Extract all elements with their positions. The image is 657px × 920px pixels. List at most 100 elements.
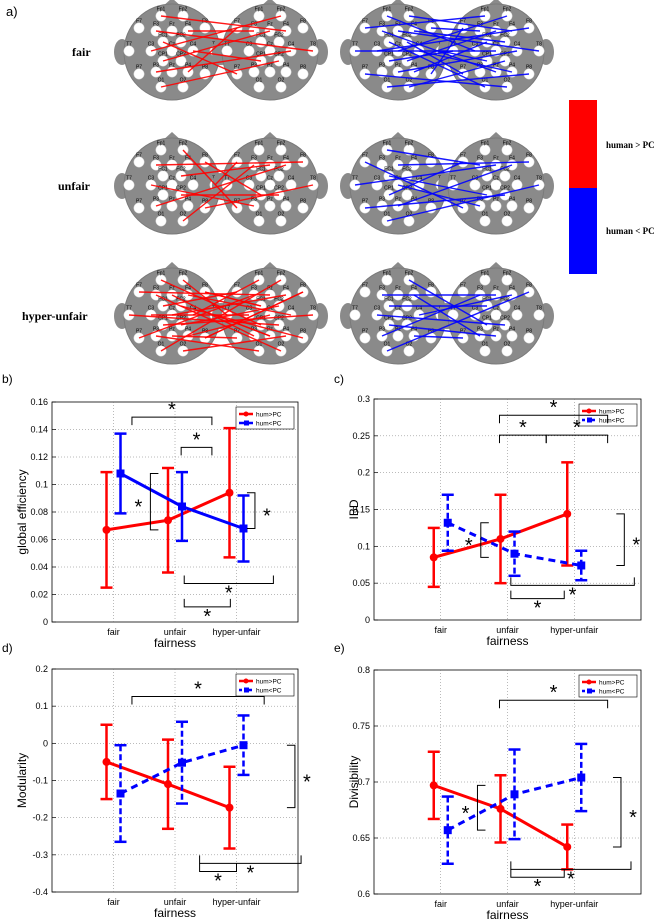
- y-axis-label: Divisibility: [347, 756, 361, 809]
- electrode-label: CP1: [256, 186, 266, 192]
- electrode-dot: [166, 179, 178, 191]
- electrode-label: Pz: [169, 327, 175, 333]
- connection-line: [187, 314, 271, 337]
- x-axis-label: fairness: [154, 906, 196, 920]
- legend-marker: [586, 408, 592, 414]
- series-line-1: [119, 743, 244, 795]
- x-tick-label: fair: [434, 625, 447, 635]
- electrode-label: T7: [224, 306, 230, 312]
- data-point: [443, 826, 452, 835]
- electrode-label: P8: [202, 199, 208, 205]
- electrode-label: F8: [202, 283, 208, 289]
- electrode-label: F4: [185, 156, 191, 162]
- electrode-label: FC2: [500, 167, 510, 173]
- connection-lines: [376, 279, 530, 352]
- y-tick-label: -0.4: [32, 887, 48, 897]
- electrode-label: FC1: [158, 33, 168, 39]
- significance-star: *: [214, 871, 222, 893]
- electrode-label: FC1: [384, 33, 394, 39]
- data-point: [102, 525, 111, 534]
- electrode-dot: [479, 345, 491, 357]
- electrode-dot: [392, 330, 404, 342]
- electrode-dot: [133, 22, 145, 34]
- y-tick-label: 0.1: [357, 541, 370, 551]
- significance-bracket: *: [510, 577, 635, 606]
- electrode-label: Pz: [493, 197, 499, 203]
- electrode-label: O2: [278, 342, 285, 348]
- electrode-dot: [359, 286, 371, 298]
- electrode-dot: [501, 345, 513, 357]
- electrode-label: CP2: [500, 52, 510, 58]
- electrode-label: F3: [477, 286, 483, 292]
- significance-star: *: [203, 606, 211, 628]
- y-tick-label: 0.65: [352, 833, 370, 843]
- electrode-label: F7: [234, 19, 240, 25]
- significance-bracket: *: [612, 777, 637, 848]
- legend-entry: hum<PC: [256, 688, 282, 695]
- panel-label: d): [2, 641, 13, 655]
- connection-line: [386, 149, 481, 166]
- electrode-label: Fz: [267, 22, 273, 28]
- electrode-label: CP1: [384, 316, 394, 322]
- electrode-label: C4: [514, 176, 521, 182]
- electrode-label: F7: [136, 19, 142, 25]
- significance-star: *: [303, 771, 311, 793]
- electrode-label: CP2: [274, 186, 284, 192]
- significance-star: *: [135, 497, 143, 519]
- electrode-label: F3: [379, 286, 385, 292]
- electrode-label: C3: [246, 176, 253, 182]
- y-tick-label: 0.2: [35, 664, 48, 674]
- connection-line: [354, 164, 497, 186]
- electrode-label: FC2: [176, 167, 186, 173]
- electrode-label: CP1: [158, 316, 168, 322]
- electrode-label: C4: [190, 42, 197, 48]
- significance-bracket: *: [199, 855, 302, 884]
- electrode-dot: [501, 215, 513, 227]
- connection-line: [214, 161, 238, 186]
- y-tick-label: -0.2: [32, 813, 48, 823]
- electrode-label: T8: [310, 306, 316, 312]
- electrode-label: FC2: [402, 33, 412, 39]
- electrode-label: P3: [251, 63, 257, 69]
- electrode-label: Fp1: [481, 271, 490, 277]
- panel-a-topomaps: a) fair unfair hyper-unfair Fp1 Fp2 F7 F3 Fz F4…: [6, 0, 655, 365]
- electrode-label: F3: [251, 156, 257, 162]
- significance-bracket: *: [131, 399, 213, 426]
- electrode-dot: [133, 156, 145, 168]
- data-point: [164, 780, 172, 789]
- electrode-label: P4: [509, 63, 515, 69]
- connection-line: [413, 335, 464, 339]
- significance-bracket: *: [498, 397, 609, 424]
- electrode-dot: [297, 202, 309, 214]
- significance-star: *: [573, 417, 581, 439]
- significance-star: *: [550, 682, 558, 704]
- electrode-label: Fp1: [481, 141, 490, 147]
- row-label-hyper-unfair: hyper-unfair: [22, 309, 88, 323]
- electrode-label: F4: [411, 156, 417, 162]
- electrode-label: O2: [180, 212, 187, 218]
- electrode-label: C4: [288, 306, 295, 312]
- connection-line: [381, 30, 497, 73]
- electrode-label: Fp2: [503, 141, 512, 147]
- head-map: Fp1 Fp2 F7 F3 Fz F4 F8 FC1 FC2 T7 C3 Cz C4 T8 CP1 CP2 P7…: [438, 262, 554, 365]
- electrode-label: Fp2: [405, 7, 414, 13]
- legend-entry: hum<PC: [599, 689, 625, 696]
- legend-entry: hum>PC: [599, 409, 625, 416]
- connection-lines: [355, 15, 540, 88]
- electrode-label: Fp2: [277, 141, 286, 147]
- electrode-label: Pz: [395, 63, 401, 69]
- electrode-label: CP1: [482, 52, 492, 58]
- electrode-label: O2: [278, 78, 285, 84]
- electrode-label: Cz: [169, 42, 176, 48]
- electrode-label: F4: [283, 286, 289, 292]
- y-tick-label: 0.25: [352, 431, 370, 441]
- electrode-label: F4: [283, 156, 289, 162]
- y-tick-label: 0.04: [30, 562, 48, 572]
- electrode-label: O1: [158, 78, 165, 84]
- electrode-label: T7: [224, 42, 230, 48]
- electrode-label: P4: [509, 327, 515, 333]
- electrode-label: Fp1: [383, 7, 392, 13]
- electrode-label: FC1: [482, 297, 492, 303]
- electrode-label: F7: [460, 19, 466, 25]
- electrode-dot: [490, 200, 502, 212]
